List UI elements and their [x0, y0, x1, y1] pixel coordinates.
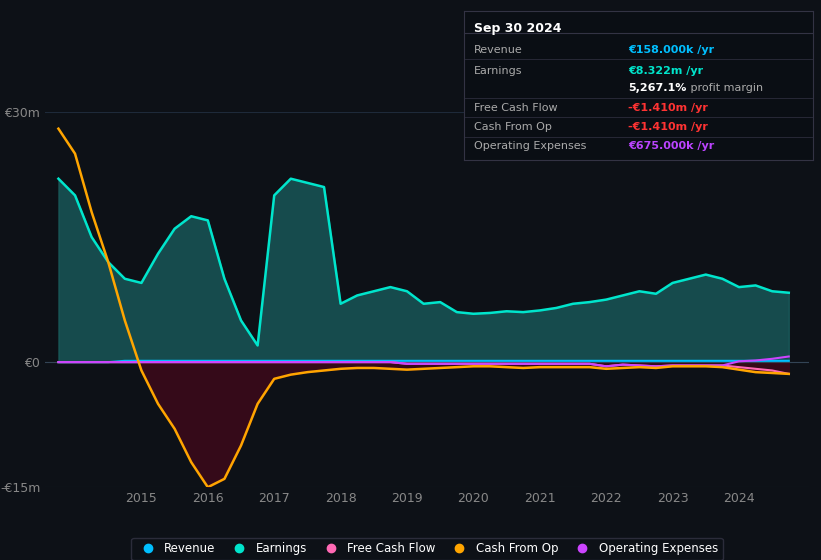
Text: Earnings: Earnings [475, 66, 523, 76]
Text: Operating Expenses: Operating Expenses [475, 141, 587, 151]
Text: €158.000k /yr: €158.000k /yr [628, 45, 714, 55]
Text: 5,267.1%: 5,267.1% [628, 83, 686, 94]
Text: €8.322m /yr: €8.322m /yr [628, 66, 703, 76]
Legend: Revenue, Earnings, Free Cash Flow, Cash From Op, Operating Expenses: Revenue, Earnings, Free Cash Flow, Cash … [131, 538, 722, 560]
Text: Cash From Op: Cash From Op [475, 122, 553, 132]
Text: €675.000k /yr: €675.000k /yr [628, 141, 714, 151]
Text: Free Cash Flow: Free Cash Flow [475, 102, 558, 113]
Text: -€1.410m /yr: -€1.410m /yr [628, 102, 708, 113]
Text: profit margin: profit margin [687, 83, 764, 94]
Text: Revenue: Revenue [475, 45, 523, 55]
Text: -€1.410m /yr: -€1.410m /yr [628, 122, 708, 132]
Text: Sep 30 2024: Sep 30 2024 [475, 22, 562, 35]
